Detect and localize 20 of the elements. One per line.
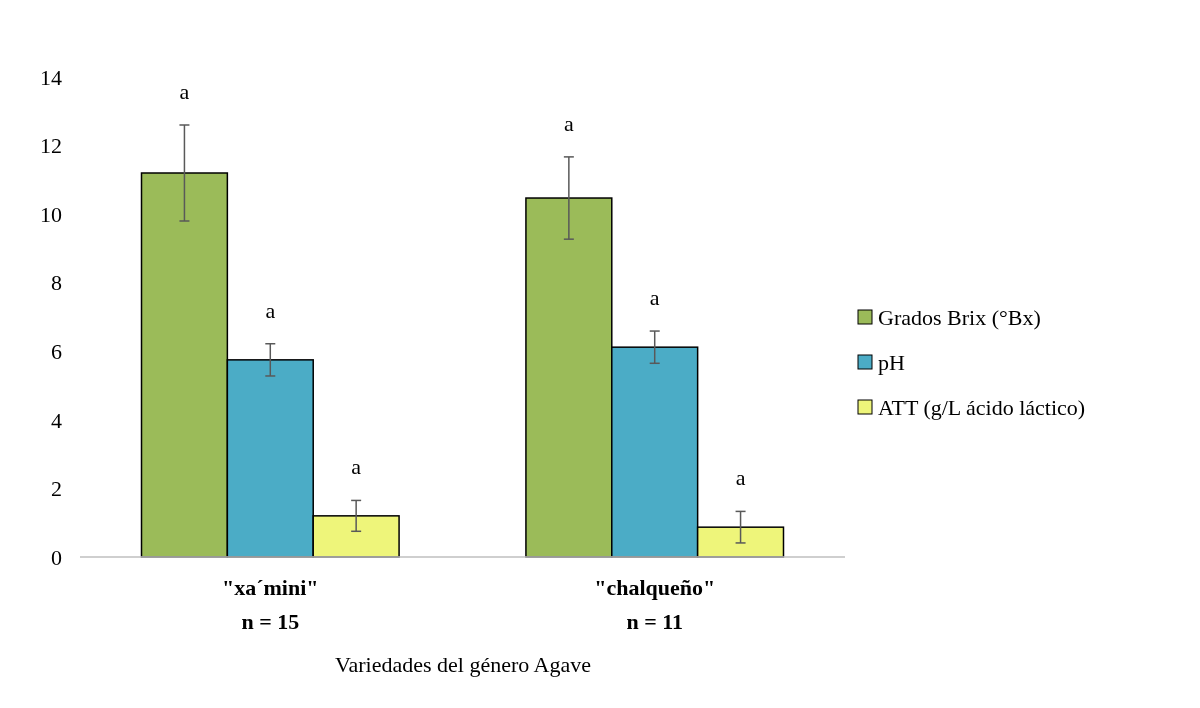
x-tick-label: "chalqueño" n = 11 (594, 575, 716, 634)
y-tick-label: 2 (51, 476, 62, 502)
y-tick-label: 12 (40, 133, 62, 159)
x-tick-label: "xa´mini" n = 15 (222, 575, 319, 634)
y-tick-label: 4 (51, 407, 62, 433)
data-label: a (351, 454, 362, 480)
data-label: a (649, 285, 660, 311)
y-tick-label: 6 (51, 338, 62, 364)
data-label: a (265, 297, 276, 323)
legend-label: ATT (g/L ácido láctico) (878, 394, 1086, 420)
data-label: a (179, 79, 190, 104)
y-tick-label: 10 (40, 201, 62, 227)
legend-label: pH (878, 349, 905, 375)
y-tick-label: 8 (51, 270, 62, 296)
y-tick-label: 0 (51, 544, 62, 570)
data-label: a (735, 465, 746, 491)
legend-label: Grados Brix (°Bx) (878, 304, 1041, 330)
data-label: a (563, 110, 574, 136)
y-tick-label: 14 (40, 64, 62, 90)
x-axis-title: Variedades del género Agave (335, 652, 591, 677)
